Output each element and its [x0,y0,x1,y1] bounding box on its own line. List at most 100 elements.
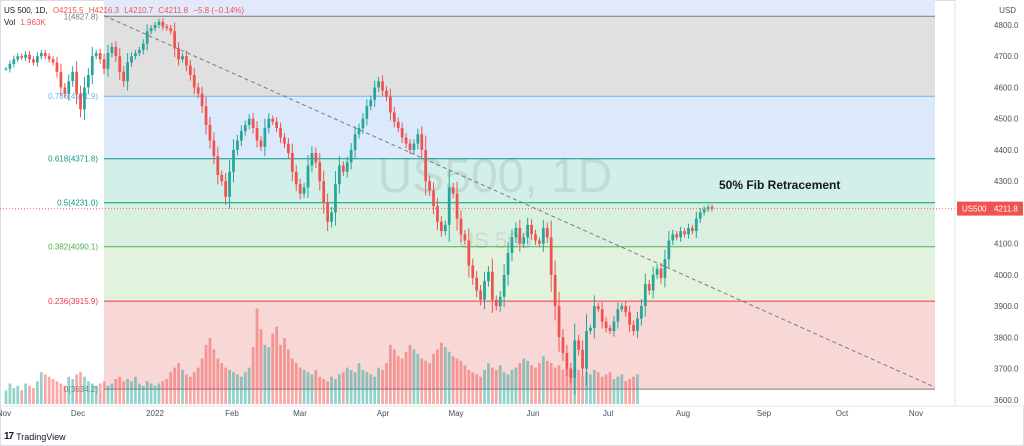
candle [381,81,384,91]
volume-bar [20,390,24,404]
candle [671,234,675,241]
candle [447,187,451,225]
y-tick-label: 3600.0 [994,396,1019,405]
volume-bar [573,374,577,404]
candle [224,181,228,197]
volume-bar [498,365,502,404]
candle [439,221,443,232]
candle [530,224,533,235]
x-tick-label: Oct [836,409,849,418]
candle [271,118,275,122]
x-tick-label: Jun [527,409,540,418]
symbol-label[interactable]: US 500, 1D, [4,6,48,15]
volume-bar [385,363,388,404]
candle [122,71,126,82]
candle [334,184,337,213]
volume-bar [67,376,71,404]
volume-bar [236,374,239,404]
volume-bar [216,358,220,404]
volume-bar [439,342,443,404]
y-tick-label: 3800.0 [994,333,1019,342]
candle [263,128,267,147]
candle [475,277,479,291]
volume-bar [110,383,114,404]
candle [412,143,416,150]
candle [165,26,169,29]
volume-bar [408,344,412,404]
volume-bar [459,360,463,404]
candle [640,306,643,319]
volume-bar [287,349,290,404]
candle [98,53,102,60]
volume-bar [169,372,173,404]
volume-bar [185,374,188,404]
candle [338,165,341,185]
x-tick-label: Nov [0,409,11,418]
candle [361,118,365,129]
volume-bar [624,381,628,404]
candle [310,153,314,166]
candle [47,56,51,60]
volume-bar [545,360,549,404]
candle [655,268,659,275]
volume-bar [130,381,133,404]
candle [396,121,400,129]
candle [79,93,82,110]
candle [12,59,16,65]
candle [545,227,549,238]
candle [459,218,463,235]
candle [643,284,647,307]
volume-bar [259,329,263,404]
x-tick-label: Apr [377,409,390,418]
volume-bar [114,379,118,404]
volume-bar [16,385,20,404]
candle [420,134,424,150]
x-tick-label: Feb [225,409,239,418]
volume-bar [98,383,102,404]
candle [436,206,439,222]
volume-bar [8,383,12,404]
y-tick-label: 4300.0 [994,177,1019,186]
candle [306,165,310,188]
candle [683,231,686,235]
close-value: C4211.8 [158,6,189,15]
y-tick-label: 4600.0 [994,83,1019,92]
candle [204,106,208,125]
volume-bar [141,385,145,404]
candle [487,271,490,282]
y-tick-label: 4800.0 [994,21,1019,30]
candle [90,56,94,75]
candle [596,306,600,310]
volume-bar [302,369,306,404]
candle [290,153,294,172]
volume-bar [526,360,530,404]
candle [279,128,282,138]
volume-bar [381,369,384,404]
candle [137,49,141,54]
candle [185,56,188,66]
volume-bar [83,376,86,404]
candle [534,234,537,241]
y-tick-label: 4500.0 [994,115,1019,124]
currency-label[interactable]: USD [999,6,1016,15]
volume-bar [290,358,294,404]
volume-bar [585,372,588,404]
candle [24,54,27,58]
volume-bar [471,372,475,404]
volume-bar [436,349,439,404]
candle [581,349,584,369]
candle [624,306,628,313]
candle [451,187,455,194]
volume-bar [420,358,424,404]
candle [102,59,106,69]
candle [39,53,43,57]
volume-bar [283,338,286,404]
x-tick-label: Mar [293,409,307,418]
candle [63,87,67,94]
candle [455,193,459,219]
fib-top-band [104,0,935,17]
volume-bar [149,383,153,404]
tradingview-logo[interactable]: 17 TradingView [4,431,66,442]
candle [608,327,612,332]
